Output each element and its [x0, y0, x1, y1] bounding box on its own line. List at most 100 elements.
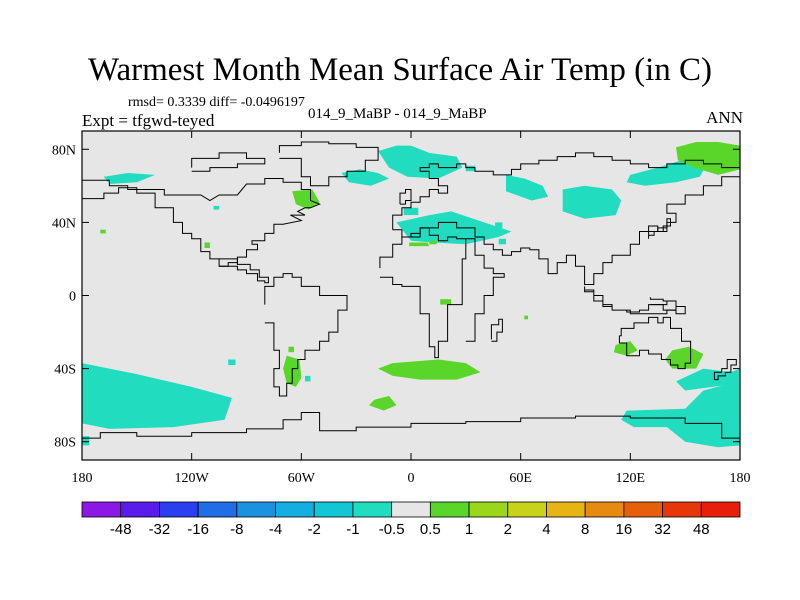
x-tick-label: 180	[730, 471, 751, 486]
x-tick-label: 0	[408, 471, 415, 486]
colorbar-swatch	[507, 501, 547, 518]
anomaly-region	[524, 315, 528, 320]
anomaly-region	[498, 238, 506, 245]
colorbar-swatch	[584, 501, 625, 518]
anomaly-region	[341, 169, 390, 186]
y-tick-label: 80N	[52, 143, 76, 158]
x-tick-label: 60W	[288, 471, 316, 486]
colorbar-label: 1	[465, 521, 473, 538]
y-tick-label: 40N	[52, 216, 76, 231]
anomaly-region	[613, 341, 638, 356]
chart-title: Warmest Month Mean Surface Air Temp (in …	[87, 52, 713, 88]
anomaly-region	[443, 215, 455, 221]
anomaly-region	[378, 359, 481, 380]
colorbar-label: 8	[581, 521, 589, 538]
colorbar-swatch	[81, 501, 122, 518]
anomaly-region	[100, 229, 106, 234]
anomaly-region	[82, 436, 90, 446]
coastline-south-america	[264, 273, 348, 397]
statistics-label: rmsd= 0.3339 diff= -0.0496197	[128, 95, 305, 110]
colorbar-label: -8	[230, 521, 243, 538]
colorbar-label: -2	[308, 521, 321, 538]
coastline-australia	[618, 316, 692, 370]
anomaly-region	[626, 160, 708, 186]
coastline-africa	[379, 227, 467, 359]
anomaly-region	[506, 174, 549, 201]
colorbar-label: 32	[654, 521, 671, 538]
colorbar-label: -1	[346, 521, 359, 538]
coastline-eurasia	[392, 152, 740, 230]
coastline-japan	[648, 218, 671, 239]
anomaly-region	[103, 173, 156, 184]
coastline-north-america-eurasia	[82, 178, 321, 267]
anomaly-region	[621, 383, 740, 448]
anomaly-region	[676, 142, 740, 175]
x-tick-label: 60E	[509, 471, 532, 486]
anomaly-layer	[82, 142, 740, 448]
coastline-indonesia	[584, 286, 677, 315]
x-tick-label: 120W	[175, 471, 210, 486]
anomaly-region	[228, 359, 236, 365]
comparison-label: 014_9_MaBP - 014_9_MaBP	[308, 106, 487, 122]
experiment-label: Expt = tfgwd-teyed	[82, 111, 215, 130]
anomaly-region	[369, 396, 397, 411]
coastline-africa-east	[465, 238, 505, 342]
colorbar-label: -0.5	[379, 521, 405, 538]
map-axes: 180 120W 60W 0 60E 120E 180 80N 40N 0 40S 80S	[52, 131, 751, 486]
colorbar-swatch	[429, 501, 470, 518]
anomaly-region	[292, 189, 320, 210]
anomaly-region	[396, 211, 512, 245]
colorbar-label: -4	[269, 521, 282, 538]
anomaly-region	[495, 222, 503, 228]
coastline-new-guinea	[649, 297, 686, 315]
colorbar-label: 48	[693, 521, 710, 538]
colorbar-swatch	[313, 501, 354, 518]
coastline-central-america	[219, 258, 269, 284]
colorbar-swatch	[391, 501, 431, 518]
anomaly-region	[465, 165, 475, 172]
x-tick-label: 180	[72, 471, 93, 486]
anomaly-region	[305, 375, 311, 382]
colorbar-swatch	[236, 501, 276, 518]
colorbar-label: -48	[110, 521, 132, 538]
anomaly-region	[409, 242, 430, 247]
colorbar-label: 4	[542, 521, 550, 538]
colorbar-label: 16	[616, 521, 633, 538]
coastline-britain	[399, 189, 412, 205]
season-label: ANN	[706, 108, 743, 127]
anomaly-region	[403, 207, 419, 216]
coastline-layer	[82, 141, 740, 439]
coastline-eurasia-south	[392, 176, 740, 285]
anomaly-region	[676, 368, 740, 391]
anomaly-region	[213, 205, 220, 210]
colorbar-label: 2	[504, 521, 512, 538]
anomaly-region	[378, 145, 463, 179]
colorbar-swatch	[275, 501, 315, 518]
colorbar-swatch	[700, 501, 741, 518]
colorbar-swatch	[662, 501, 702, 518]
anomaly-region	[204, 242, 210, 248]
colorbar-swatch	[468, 501, 509, 518]
coastline-madagascar	[490, 318, 503, 342]
colorbar-label: -32	[149, 521, 171, 538]
coastline-antarctica	[82, 412, 740, 439]
coastline-canadian-islands	[191, 152, 266, 172]
anomaly-region	[562, 185, 622, 219]
y-tick-label: 80S	[54, 436, 76, 451]
anomaly-region	[429, 240, 437, 245]
x-tick-label: 120E	[616, 471, 646, 486]
coastline-greenland	[278, 141, 379, 187]
map-plot: 180 120W 60W 0 60E 120E 180 80N 40N 0 40S 80S	[52, 130, 751, 486]
colorbar-swatch	[159, 501, 199, 518]
colorbar-label: 0.5	[420, 521, 441, 538]
anomaly-region	[82, 363, 232, 429]
y-tick-label: 0	[69, 290, 76, 305]
colorbar-swatch	[352, 501, 393, 518]
colorbar-label: -16	[187, 521, 209, 538]
coastline-new-zealand	[713, 359, 737, 381]
colorbar-swatch	[120, 501, 160, 518]
anomaly-region	[665, 346, 704, 369]
colorbar: -48 -32 -16 -8 -4 -2 -1 -0.5 0.5 1 2 4 8 16 32 48	[81, 501, 741, 538]
colorbar-swatch	[623, 501, 663, 518]
